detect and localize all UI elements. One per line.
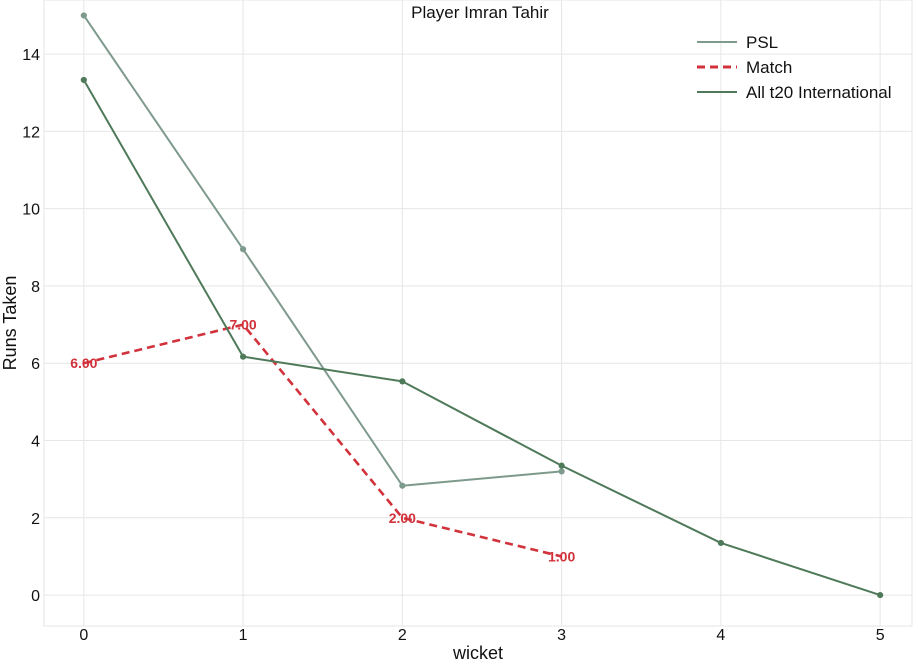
y-tick-label: 12 (22, 124, 40, 141)
series-line (82, 14, 562, 487)
legend-label: PSL (746, 33, 778, 52)
data-point (558, 468, 565, 475)
y-tick-label: 8 (31, 279, 40, 296)
series-line (83, 323, 562, 558)
data-point (399, 482, 406, 489)
y-tick-label: 4 (31, 434, 40, 451)
legend-label: Match (746, 58, 792, 77)
series-psl (80, 12, 565, 489)
x-tick-label: 4 (716, 627, 725, 644)
series-match: 6.00 7.00 2.00 1.00 (70, 317, 575, 565)
x-axis-title: wicket (452, 643, 503, 663)
series-all-t20-international (80, 76, 884, 599)
legend-item: All t20 International (697, 83, 892, 102)
series-layer: 6.00 7.00 2.00 1.00 (70, 12, 884, 599)
data-point (80, 76, 87, 84)
y-tick-label: 6 (31, 356, 40, 373)
y-tick-label: 10 (22, 202, 40, 219)
data-point (399, 378, 406, 385)
y-tick-label: 14 (22, 47, 40, 64)
y-axis-title: Runs Taken (0, 276, 20, 371)
data-point (717, 539, 724, 547)
legend: PSL Match All t20 International (697, 33, 892, 102)
legend-label: All t20 International (746, 83, 892, 102)
data-point (877, 591, 884, 599)
x-tick-label: 0 (79, 627, 88, 644)
plot-frame (43, 0, 913, 627)
x-tick-label: 5 (876, 627, 885, 644)
data-point (80, 12, 87, 19)
data-label: 1.00 (548, 548, 575, 564)
data-point (239, 246, 247, 253)
data-label: 2.00 (389, 510, 416, 526)
grid (43, 0, 913, 627)
y-tick-label: 0 (31, 588, 40, 605)
x-tick-label: 3 (557, 627, 566, 644)
y-tick-label: 2 (31, 511, 40, 528)
data-point (558, 462, 565, 469)
legend-item: PSL (697, 33, 778, 52)
x-tick-label: 1 (239, 627, 248, 644)
legend-item: Match (697, 58, 792, 77)
chart-title: Player Imran Tahir (411, 3, 549, 22)
x-tick-label: 2 (398, 627, 407, 644)
data-point (239, 353, 247, 360)
series-line (82, 79, 881, 597)
data-label: 6.00 (70, 355, 97, 371)
data-label: 7.00 (229, 317, 256, 333)
